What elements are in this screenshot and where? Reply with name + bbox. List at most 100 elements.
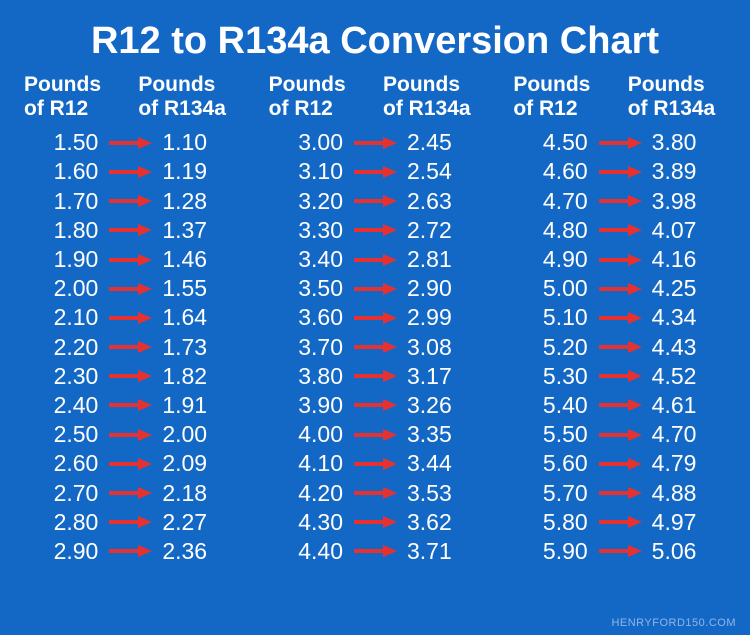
r12-value: 5.60 [511,452,593,475]
column-headers: Poundsof R12Poundsof R134a [267,73,484,121]
table-row: 4.70 3.98 [511,190,728,213]
arrow-icon [594,399,646,411]
header-r134a-line2: of R134a [383,97,471,120]
table-row: 4.503.80 [511,131,728,154]
r12-value: 3.10 [267,160,349,183]
r12-value: 4.00 [267,423,349,446]
r12-value: 4.90 [511,248,593,271]
arrow-icon [104,429,156,441]
r12-value: 4.30 [267,511,349,534]
r12-value: 3.90 [267,394,349,417]
arrow-icon [594,516,646,528]
header-r134a-line2: of R134a [628,97,716,120]
r134a-value: 3.53 [401,482,483,505]
table-row: 2.60 2.09 [22,452,239,475]
r134a-value: 3.17 [401,365,483,388]
r134a-value: 3.98 [646,190,728,213]
r12-value: 2.40 [22,394,104,417]
header-r12-line1: Pounds [269,73,346,96]
header-r134a-line2: of R134a [138,97,226,120]
arrow-icon [594,195,646,207]
conversion-chart: R12 to R134a Conversion Chart Poundsof R… [0,0,750,635]
arrow-icon [104,312,156,324]
arrow-icon [594,341,646,353]
r134a-value: 4.16 [646,248,728,271]
table-row: 5.60 4.79 [511,452,728,475]
table-row: 3.70 3.08 [267,336,484,359]
table-row: 4.103.44 [267,452,484,475]
r12-value: 3.60 [267,306,349,329]
r12-value: 5.70 [511,482,593,505]
watermark: HENRYFORD150.COM [611,617,736,629]
r134a-value: 4.88 [646,482,728,505]
column-headers: Pounds of R12 Poundsof R134a [511,73,728,121]
r12-value: 4.80 [511,219,593,242]
arrow-icon [349,283,401,295]
r134a-value: 1.82 [156,365,238,388]
r12-value: 2.30 [22,365,104,388]
arrow-icon [104,341,156,353]
column: Poundsof R12Poundsof R134a3.002.453.102.… [267,73,484,569]
arrow-icon [594,283,646,295]
r134a-value: 4.52 [646,365,728,388]
r134a-value: 1.46 [156,248,238,271]
r12-value: 5.90 [511,540,593,563]
r12-value: 4.20 [267,482,349,505]
arrow-icon [594,254,646,266]
r134a-value: 1.91 [156,394,238,417]
table-row: 1.801.37 [22,219,239,242]
r134a-value: 3.80 [646,131,728,154]
arrow-icon [594,224,646,236]
table-row: 3.402.81 [267,248,484,271]
r134a-value: 4.79 [646,452,728,475]
r12-value: 4.10 [267,452,349,475]
r134a-value: 2.09 [156,452,238,475]
r134a-value: 1.10 [156,131,238,154]
r134a-value: 4.61 [646,394,728,417]
table-row: 3.90 3.26 [267,394,484,417]
r12-value: 3.30 [267,219,349,242]
table-row: 4.60 3.89 [511,160,728,183]
r12-value: 3.70 [267,336,349,359]
arrow-icon [349,224,401,236]
table-row: 4.403.71 [267,540,484,563]
arrow-icon [349,429,401,441]
r134a-value: 1.28 [156,190,238,213]
r12-value: 1.70 [22,190,104,213]
r134a-value: 1.64 [156,306,238,329]
arrow-icon [104,487,156,499]
r134a-value: 2.90 [401,277,483,300]
header-r134a-line1: Pounds [628,73,705,96]
column-headers: Poundsof R12Poundsof R134a [22,73,239,121]
arrow-icon [104,458,156,470]
header-r12-line2: of R12 [513,97,577,120]
arrow-icon [349,312,401,324]
rows: 4.503.80 4.60 3.89 4.70 3.98 4.80 4.07 4.90 4.16… [511,131,728,563]
arrow-icon [594,137,646,149]
arrow-icon [104,195,156,207]
table-row: 5.804.97 [511,511,728,534]
r12-value: 4.70 [511,190,593,213]
header-r134a: Poundsof R134a [620,73,728,121]
r134a-value: 4.07 [646,219,728,242]
r134a-value: 1.55 [156,277,238,300]
r134a-value: 3.26 [401,394,483,417]
arrow-icon [349,254,401,266]
r134a-value: 2.00 [156,423,238,446]
table-row: 4.20 3.53 [267,482,484,505]
table-row: 3.502.90 [267,277,484,300]
r134a-value: 3.08 [401,336,483,359]
table-row: 4.303.62 [267,511,484,534]
table-row: 3.202.63 [267,190,484,213]
r134a-value: 2.18 [156,482,238,505]
table-row: 2.40 1.91 [22,394,239,417]
r12-value: 5.20 [511,336,593,359]
r134a-value: 3.89 [646,160,728,183]
r134a-value: 2.72 [401,219,483,242]
table-row: 5.905.06 [511,540,728,563]
r12-value: 4.60 [511,160,593,183]
r134a-value: 1.37 [156,219,238,242]
r12-value: 2.60 [22,452,104,475]
r134a-value: 4.43 [646,336,728,359]
header-r12: Poundsof R12 [22,73,130,121]
